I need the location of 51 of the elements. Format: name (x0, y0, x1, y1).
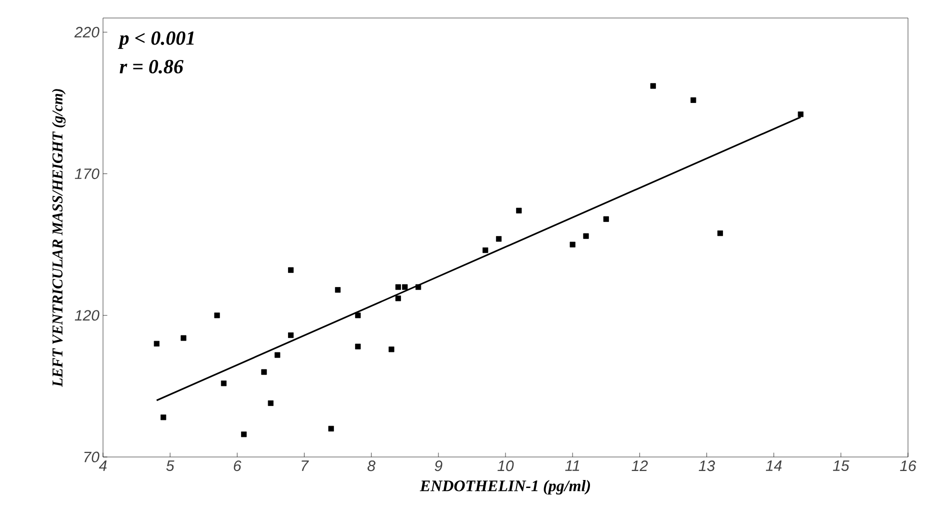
x-tick-label: 15 (832, 460, 850, 471)
point (160, 414, 166, 420)
point (268, 400, 274, 406)
point (416, 284, 422, 290)
y-tick-label: 170 (74, 168, 100, 180)
point (388, 346, 394, 352)
point (798, 111, 804, 118)
point (288, 332, 294, 338)
point (570, 242, 576, 248)
point (334, 287, 341, 293)
x-tick-label: 11 (565, 460, 580, 471)
x-axis-title: ENDOTHELIN-1 (pg/ml) (420, 480, 590, 495)
x-tick-label: 12 (632, 460, 648, 471)
point (583, 233, 589, 239)
x-tick-label: 4 (98, 460, 107, 471)
x-tick-label: 9 (434, 460, 442, 472)
point (328, 426, 334, 432)
x-tick-label: 13 (698, 460, 715, 472)
x-tick-label: 6 (234, 460, 242, 472)
point (690, 97, 696, 103)
point (241, 432, 247, 438)
point (274, 352, 280, 358)
point (220, 380, 227, 386)
point (355, 312, 361, 318)
point (717, 230, 723, 236)
x-tick-label: 5 (166, 460, 174, 471)
point (355, 344, 361, 350)
x-tick-label: 8 (368, 460, 376, 472)
point (395, 284, 401, 290)
y-tick-label: 220 (74, 26, 100, 38)
x-tick-label: 14 (766, 460, 782, 471)
point (482, 247, 488, 254)
point (496, 236, 502, 242)
annotation: r = 0.86 (120, 60, 184, 74)
y-tick-label: 70 (84, 452, 100, 462)
point (154, 340, 160, 346)
point (214, 312, 220, 318)
point (402, 284, 408, 290)
point (603, 216, 609, 222)
y-axis-title: LEFT VENTRICULAR MASS/HEIGHT (g/cm) (52, 89, 66, 387)
x-tick-label: 10 (498, 460, 514, 472)
annotation: p < 0.001 (118, 31, 194, 49)
y-tick-label: 120 (74, 310, 100, 321)
x-tick-label: 16 (900, 460, 916, 472)
x-tick-label: 7 (302, 460, 309, 471)
point (180, 335, 186, 341)
point (288, 267, 294, 273)
point (261, 369, 267, 375)
point (516, 208, 522, 214)
point (395, 296, 401, 302)
point (650, 83, 656, 89)
